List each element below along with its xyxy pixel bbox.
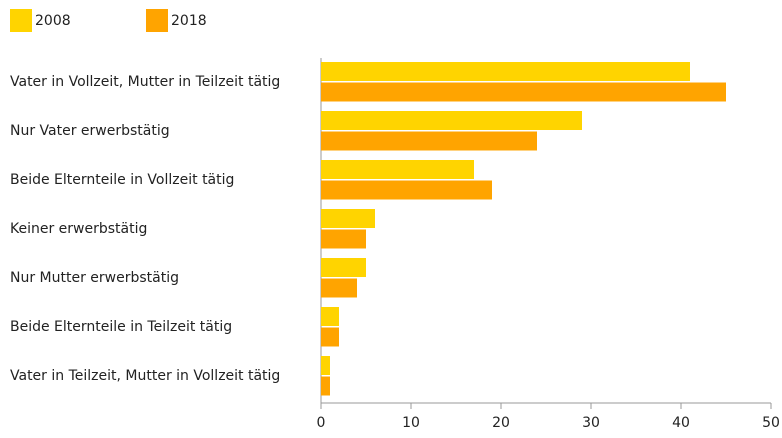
- legend-label: 2018: [171, 13, 207, 29]
- category-label: Vater in Vollzeit, Mutter in Teilzeit tä…: [10, 74, 280, 90]
- bar: [321, 278, 357, 298]
- category-label: Beide Elternteile in Vollzeit tätig: [10, 172, 234, 188]
- x-tick-label: 40: [672, 415, 690, 431]
- bar: [321, 209, 375, 228]
- category-label: Beide Elternteile in Teilzeit tätig: [10, 319, 232, 335]
- legend-label: 2008: [35, 13, 71, 29]
- bar: [321, 160, 474, 179]
- x-tick-label: 50: [762, 415, 780, 431]
- legend-swatch: [10, 9, 32, 32]
- bar: [321, 356, 330, 375]
- category-label: Nur Mutter erwerbstätig: [10, 270, 179, 286]
- x-tick-label: 10: [402, 415, 420, 431]
- bar: [321, 327, 339, 347]
- x-tick-label: 20: [492, 415, 510, 431]
- bar: [321, 82, 726, 102]
- bar: [321, 180, 492, 200]
- category-label: Vater in Teilzeit, Mutter in Vollzeit tä…: [10, 368, 280, 384]
- bar: [321, 111, 582, 130]
- bar: [321, 62, 690, 81]
- category-label: Keiner erwerbstätig: [10, 221, 147, 237]
- bar: [321, 229, 366, 249]
- bar: [321, 131, 537, 151]
- bar: [321, 376, 330, 396]
- x-tick-label: 30: [582, 415, 600, 431]
- x-tick-label: 0: [317, 415, 326, 431]
- category-label: Nur Vater erwerbstätig: [10, 123, 170, 139]
- legend-swatch: [146, 9, 168, 32]
- bar: [321, 307, 339, 326]
- bar: [321, 258, 366, 277]
